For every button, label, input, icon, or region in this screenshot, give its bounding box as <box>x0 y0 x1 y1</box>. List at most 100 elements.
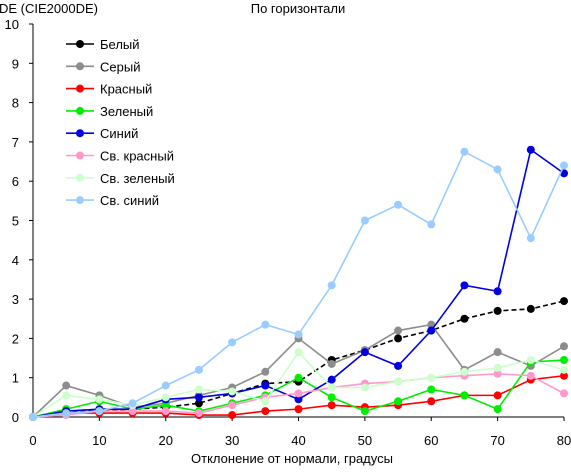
data-point <box>493 306 502 315</box>
data-point <box>360 348 369 357</box>
x-tick-label: 60 <box>424 433 438 448</box>
y-tick-label: 6 <box>12 174 19 189</box>
data-point <box>161 407 170 416</box>
data-point <box>460 147 469 156</box>
data-point <box>493 165 502 174</box>
data-point <box>62 381 71 390</box>
data-point <box>194 385 203 394</box>
y-tick-label: 7 <box>12 135 19 150</box>
data-point <box>95 395 104 404</box>
data-point <box>261 397 270 406</box>
data-point <box>294 389 303 398</box>
data-point <box>327 401 336 410</box>
axes: 0 1 2 3 4 5 6 7 8 9 10 0 10 20 30 40 50 60 70 80 <box>5 17 571 448</box>
legend-swatch-marker <box>76 196 84 205</box>
data-point <box>493 391 502 400</box>
data-point <box>460 367 469 376</box>
data-point <box>493 348 502 357</box>
x-tick-label: 50 <box>358 433 372 448</box>
data-point <box>228 401 237 410</box>
data-point <box>460 391 469 400</box>
legend-swatch-marker <box>76 62 84 71</box>
x-tick-label: 10 <box>92 433 106 448</box>
data-point <box>194 365 203 374</box>
data-point <box>427 385 436 394</box>
data-point <box>327 281 336 290</box>
data-point <box>161 393 170 402</box>
legend-item: Красный <box>66 82 152 97</box>
legend-label: Св. синий <box>100 193 159 208</box>
chart-title: По горизонтали <box>251 1 345 16</box>
data-point <box>394 397 403 406</box>
data-point <box>95 407 104 416</box>
data-point <box>460 314 469 323</box>
data-point <box>261 407 270 416</box>
x-tick-label: 0 <box>29 433 36 448</box>
data-point <box>493 369 502 378</box>
data-point <box>427 397 436 406</box>
data-point <box>62 391 71 400</box>
y-tick-label: 4 <box>12 253 19 268</box>
data-point <box>128 399 137 408</box>
data-point <box>526 304 535 313</box>
data-point <box>294 330 303 339</box>
data-point <box>261 320 270 329</box>
data-point <box>560 342 568 351</box>
legend-label: Синий <box>100 126 138 141</box>
data-point <box>394 361 403 370</box>
data-point <box>194 409 203 418</box>
legend-swatch-marker <box>76 106 84 115</box>
legend-item: Св. красный <box>66 149 174 164</box>
data-point <box>526 145 535 154</box>
data-point <box>261 381 270 390</box>
data-point <box>360 383 369 392</box>
y-tick-label: 9 <box>12 56 19 71</box>
series-lines <box>29 145 568 421</box>
data-point <box>228 411 237 420</box>
data-point <box>526 371 535 380</box>
data-point <box>29 413 37 421</box>
data-point <box>161 381 170 390</box>
x-tick-label: 30 <box>225 433 239 448</box>
data-point <box>128 407 137 416</box>
data-point <box>394 377 403 386</box>
legend-item: Св. синий <box>66 193 159 208</box>
data-point <box>327 375 336 384</box>
data-point <box>161 401 170 410</box>
data-point <box>228 338 237 347</box>
data-point <box>427 373 436 382</box>
data-point <box>493 363 502 372</box>
legend-item: Св. зеленый <box>66 171 175 186</box>
legend-label: Белый <box>100 37 140 52</box>
x-tick-label: 40 <box>291 433 305 448</box>
data-point <box>560 365 568 374</box>
y-tick-label: 10 <box>5 17 19 32</box>
legend-label: Красный <box>100 82 152 97</box>
y-tick-label: 8 <box>12 96 19 111</box>
y-tick-label: 2 <box>12 331 19 346</box>
data-point <box>493 287 502 296</box>
legend-label: Св. зеленый <box>100 171 175 186</box>
data-point <box>327 359 336 368</box>
legend-item: Серый <box>66 59 140 74</box>
x-axis-label: Отклонение от нормали, градусы <box>191 451 393 466</box>
data-point <box>294 405 303 414</box>
data-point <box>327 393 336 402</box>
data-point <box>294 373 303 382</box>
data-point <box>560 161 568 170</box>
legend-swatch-marker <box>76 129 84 138</box>
data-point <box>560 297 568 306</box>
data-point <box>394 334 403 343</box>
data-point <box>194 393 203 402</box>
legend-label: Серый <box>100 59 140 74</box>
x-tick-label: 20 <box>159 433 173 448</box>
data-point <box>294 395 303 404</box>
legend-swatch-marker <box>76 173 84 182</box>
data-point <box>194 399 203 408</box>
data-point <box>394 326 403 335</box>
data-point <box>360 407 369 416</box>
data-point <box>560 371 568 380</box>
data-point <box>560 356 568 365</box>
